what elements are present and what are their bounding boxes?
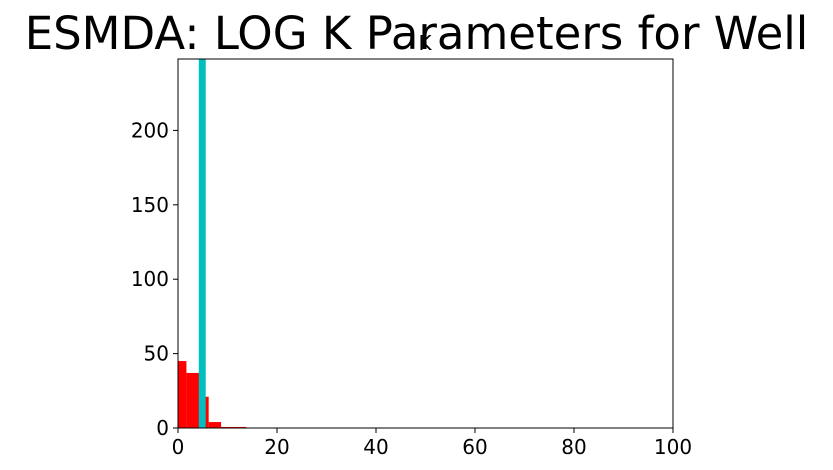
x-tick-label-3: 60 — [462, 435, 487, 459]
x-tick-label-2: 40 — [363, 435, 388, 459]
x-tick-label-5: 100 — [654, 435, 692, 459]
y-tick-label-4: 200 — [131, 118, 169, 142]
x-tick-label-1: 20 — [264, 435, 289, 459]
x-axis: 0 20 40 60 80 100 — [172, 428, 692, 459]
plot-area-frame — [177, 58, 674, 429]
histogram-bar-1 — [186, 372, 200, 428]
y-tick-label-0: 0 — [156, 416, 169, 440]
histogram-bar-6 — [233, 426, 247, 428]
x-tick-label-0: 0 — [172, 435, 185, 459]
bars-layer — [178, 59, 247, 428]
x-tick-label-4: 80 — [561, 435, 586, 459]
y-tick-label-3: 150 — [131, 193, 169, 217]
y-tick-label-1: 50 — [144, 342, 169, 366]
highlight-bar-0 — [198, 59, 206, 428]
y-tick-label-2: 100 — [131, 267, 169, 291]
histogram-bar-5 — [221, 426, 234, 428]
histogram-bar-4 — [208, 422, 222, 428]
axes-title: K — [418, 31, 432, 55]
histogram-bar-3 — [204, 396, 209, 428]
y-axis: 0 50 100 150 200 — [131, 118, 178, 440]
histogram-bar-0 — [178, 361, 187, 428]
figure-suptitle: ESMDA: LOG K Parameters for Well — [24, 7, 809, 60]
